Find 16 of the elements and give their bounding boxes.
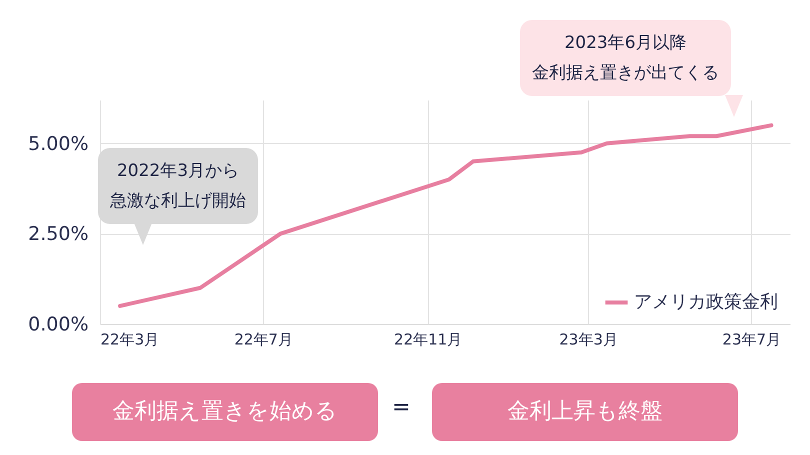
text: 金利上昇も終盤 <box>432 383 738 441</box>
text: 2023年6月以降 <box>563 32 688 55</box>
x-tick-label: 22年7月 <box>234 330 293 348</box>
x-tick-label: 23年7月 <box>722 330 782 348</box>
x-tick-label: 22年3月 <box>100 330 160 348</box>
text: 金利据え置きを始める <box>72 383 378 441</box>
legend-label: アメリカ政策金利 <box>634 292 778 312</box>
y-tick-label: 2.50% <box>28 223 88 246</box>
x-tick-label: 23年3月 <box>559 330 618 348</box>
x-tick-label: 22年11月 <box>394 330 462 348</box>
y-tick-label: 5.00% <box>28 132 88 155</box>
text: = <box>392 395 410 420</box>
y-tick-label: 0.00% <box>28 314 88 336</box>
annotation: 2022年3月から <box>116 160 240 183</box>
text: 金利据え置きが出てくる <box>532 62 719 85</box>
annotation: 急激な利上げ開始 <box>110 190 246 213</box>
